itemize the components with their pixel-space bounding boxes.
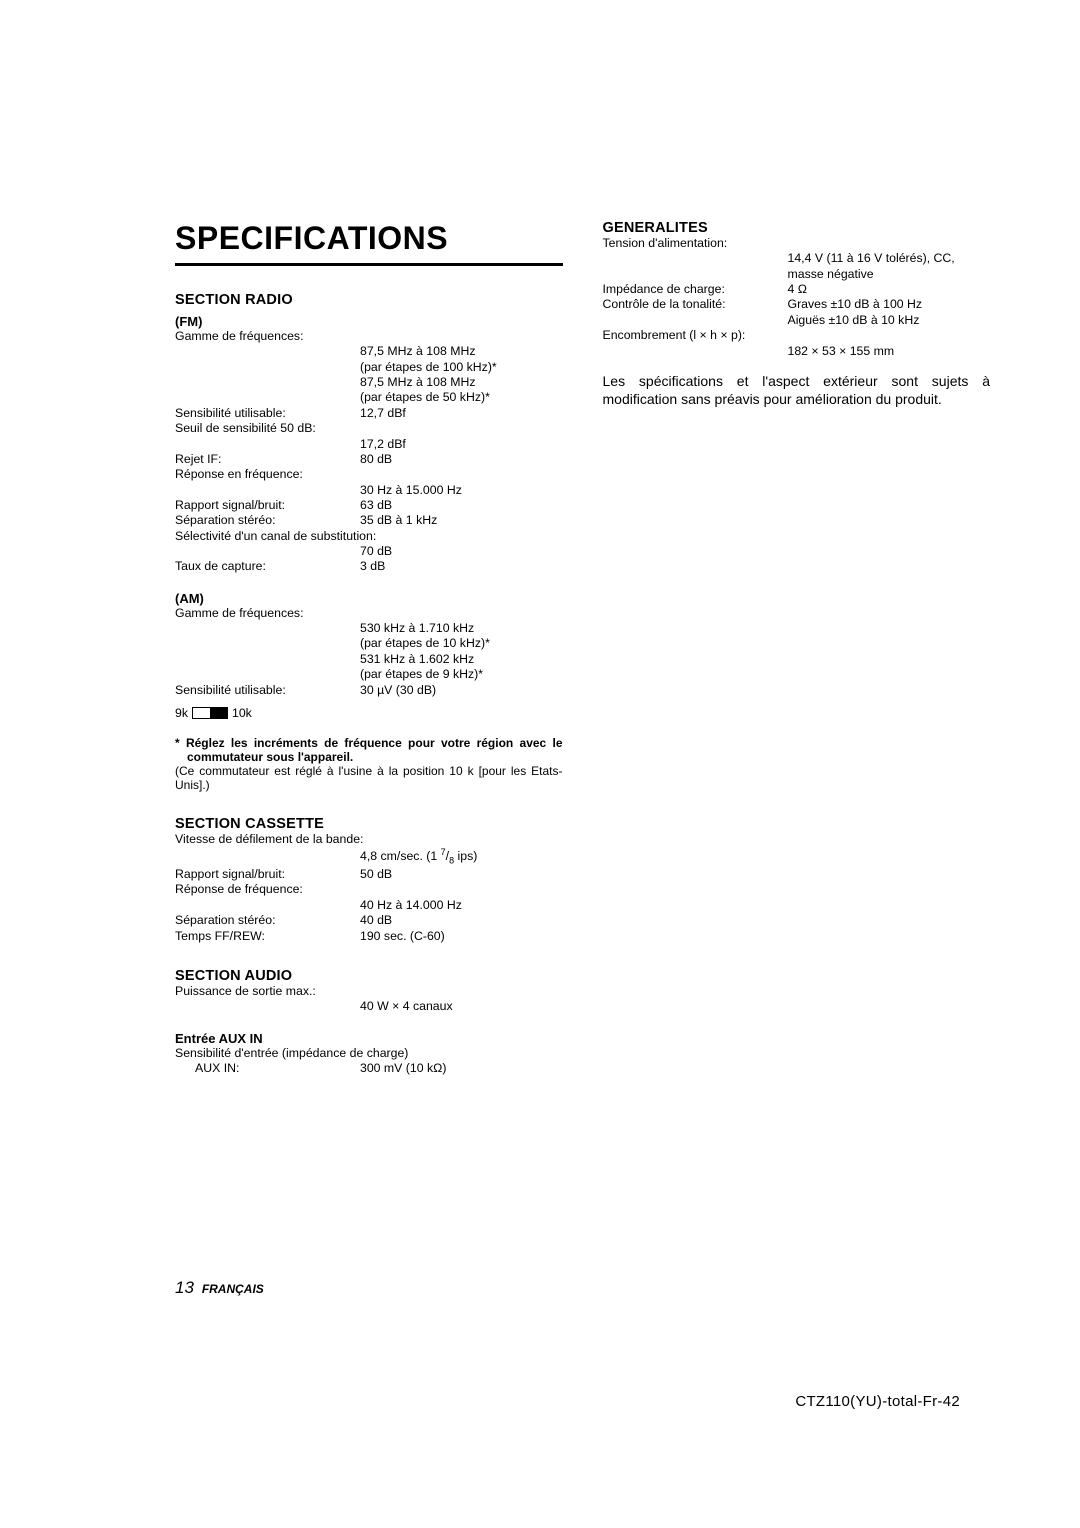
- fm-freqresp-val: 30 Hz à 15.000 Hz: [360, 483, 563, 498]
- general-heading: GENERALITES: [603, 220, 991, 236]
- am-specs: Gamme de fréquences: 530 kHz à 1.710 kHz…: [175, 606, 563, 698]
- fm-sens-label: Sensibilité utilisable:: [175, 406, 360, 421]
- cass-freqresp-val: 40 Hz à 14.000 Hz: [360, 898, 563, 913]
- fm-sep-label: Séparation stéréo:: [175, 513, 360, 528]
- page-footer-left: 13 FRANÇAIS: [175, 1278, 264, 1298]
- cass-ff-val: 190 sec. (C-60): [360, 929, 563, 944]
- am-freq-l1: 530 kHz à 1.710 kHz: [360, 621, 563, 636]
- switch-right-label: 10k: [232, 706, 252, 720]
- two-column-layout: SPECIFICATIONS SECTION RADIO (FM) Gamme …: [175, 220, 990, 1076]
- fm-freq-l4: (par étapes de 50 kHz)*: [360, 390, 563, 405]
- aux-in-label: AUX IN:: [175, 1061, 360, 1076]
- fm-sn-label: Rapport signal/bruit:: [175, 498, 360, 513]
- general-specs: Tension d'alimentation: 14,4 V (11 à 16 …: [603, 236, 991, 359]
- page-root: SPECIFICATIONS SECTION RADIO (FM) Gamme …: [0, 0, 1080, 1528]
- cass-ff-label: Temps FF/REW:: [175, 929, 360, 944]
- fm-sens-val: 12,7 dBf: [360, 406, 563, 421]
- aux-heading: Entrée AUX IN: [175, 1031, 563, 1046]
- am-freq-l4: (par étapes de 9 kHz)*: [360, 667, 563, 682]
- gen-volt-label: Tension d'alimentation:: [603, 236, 728, 251]
- cass-sep-label: Séparation stéréo:: [175, 913, 360, 928]
- page-language: FRANÇAIS: [202, 1282, 264, 1296]
- fm-freq-l3: 87,5 MHz à 108 MHz: [360, 375, 563, 390]
- cass-speed-val: 4,8 cm/sec. (1 7/8 ips): [360, 847, 563, 867]
- radio-heading: SECTION RADIO: [175, 292, 563, 308]
- right-column: GENERALITES Tension d'alimentation: 14,4…: [603, 220, 991, 1076]
- switch-diagram: 9k 10k: [175, 706, 563, 720]
- fm-sn-val: 63 dB: [360, 498, 563, 513]
- am-sens-val: 30 µV (30 dB): [360, 683, 563, 698]
- cassette-heading: SECTION CASSETTE: [175, 816, 563, 832]
- am-sens-label: Sensibilité utilisable:: [175, 683, 360, 698]
- fm-thresh-label: Seuil de sensibilité 50 dB:: [175, 421, 316, 436]
- gen-tone-label: Contrôle de la tonalité:: [603, 297, 788, 312]
- document-code: CTZ110(YU)-total-Fr-42: [795, 1393, 960, 1410]
- am-freq-l2: (par étapes de 10 kHz)*: [360, 636, 563, 651]
- fm-ifrej-val: 80 dB: [360, 452, 563, 467]
- fm-sel-label: Sélectivité d'un canal de substitution:: [175, 529, 376, 544]
- gen-tone-l2: Aiguës ±10 dB à 10 kHz: [788, 313, 991, 328]
- cassette-specs: Vitesse de défilement de la bande: 4,8 c…: [175, 832, 563, 944]
- aud-pow-label: Puissance de sortie max.:: [175, 984, 316, 999]
- aux-specs: Sensibilité d'entrée (impédance de charg…: [175, 1046, 563, 1077]
- gen-imp-label: Impédance de charge:: [603, 282, 788, 297]
- aux-sens-label: Sensibilité d'entrée (impédance de charg…: [175, 1046, 408, 1061]
- aux-in-val: 300 mV (10 kΩ): [360, 1061, 563, 1076]
- fm-sep-val: 35 dB à 1 kHz: [360, 513, 563, 528]
- gen-dim-val: 182 × 53 × 155 mm: [788, 344, 991, 359]
- main-title: SPECIFICATIONS: [175, 220, 563, 257]
- audio-specs: Puissance de sortie max.: 40 W × 4 canau…: [175, 984, 563, 1015]
- aud-pow-val: 40 W × 4 canaux: [360, 999, 563, 1014]
- fm-heading: (FM): [175, 314, 563, 329]
- gen-volt-l2: masse négative: [788, 267, 991, 282]
- left-column: SPECIFICATIONS SECTION RADIO (FM) Gamme …: [175, 220, 563, 1076]
- fm-sel-val: 70 dB: [360, 544, 563, 559]
- switch-note-bold: * Réglez les incréments de fréquence pou…: [175, 736, 563, 764]
- page-number: 13: [175, 1278, 194, 1297]
- fm-freq-label: Gamme de fréquences:: [175, 329, 360, 344]
- gen-tone-l1: Graves ±10 dB à 100 Hz: [788, 297, 991, 312]
- gen-volt-l1: 14,4 V (11 à 16 V tolérés), CC,: [788, 251, 991, 266]
- cass-speed-label: Vitesse de défilement de la bande:: [175, 832, 363, 847]
- switch-icon: [192, 707, 228, 719]
- disclaimer: Les spécifications et l'aspect extérieur…: [603, 373, 991, 409]
- fm-thresh-val: 17,2 dBf: [360, 437, 563, 452]
- fm-freqresp-label: Réponse en fréquence:: [175, 467, 303, 482]
- gen-imp-val: 4 Ω: [788, 282, 991, 297]
- cass-sn-val: 50 dB: [360, 867, 563, 882]
- am-freq-label: Gamme de fréquences:: [175, 606, 360, 621]
- cass-sep-val: 40 dB: [360, 913, 563, 928]
- cass-sn-label: Rapport signal/bruit:: [175, 867, 360, 882]
- title-rule: [175, 263, 563, 266]
- fm-cap-label: Taux de capture:: [175, 559, 360, 574]
- switch-note-plain: (Ce commutateur est réglé à l'usine à la…: [175, 764, 563, 792]
- gen-dim-label: Encombrement (l × h × p):: [603, 328, 746, 343]
- am-heading: (AM): [175, 591, 563, 606]
- fm-specs: Gamme de fréquences: 87,5 MHz à 108 MHz …: [175, 329, 563, 575]
- switch-left-label: 9k: [175, 706, 188, 720]
- audio-heading: SECTION AUDIO: [175, 968, 563, 984]
- fm-cap-val: 3 dB: [360, 559, 563, 574]
- fm-freq-l2: (par étapes de 100 kHz)*: [360, 360, 563, 375]
- am-freq-l3: 531 kHz à 1.602 kHz: [360, 652, 563, 667]
- fm-freq-l1: 87,5 MHz à 108 MHz: [360, 344, 563, 359]
- cass-freqresp-label: Réponse de fréquence:: [175, 882, 303, 897]
- fm-ifrej-label: Rejet IF:: [175, 452, 360, 467]
